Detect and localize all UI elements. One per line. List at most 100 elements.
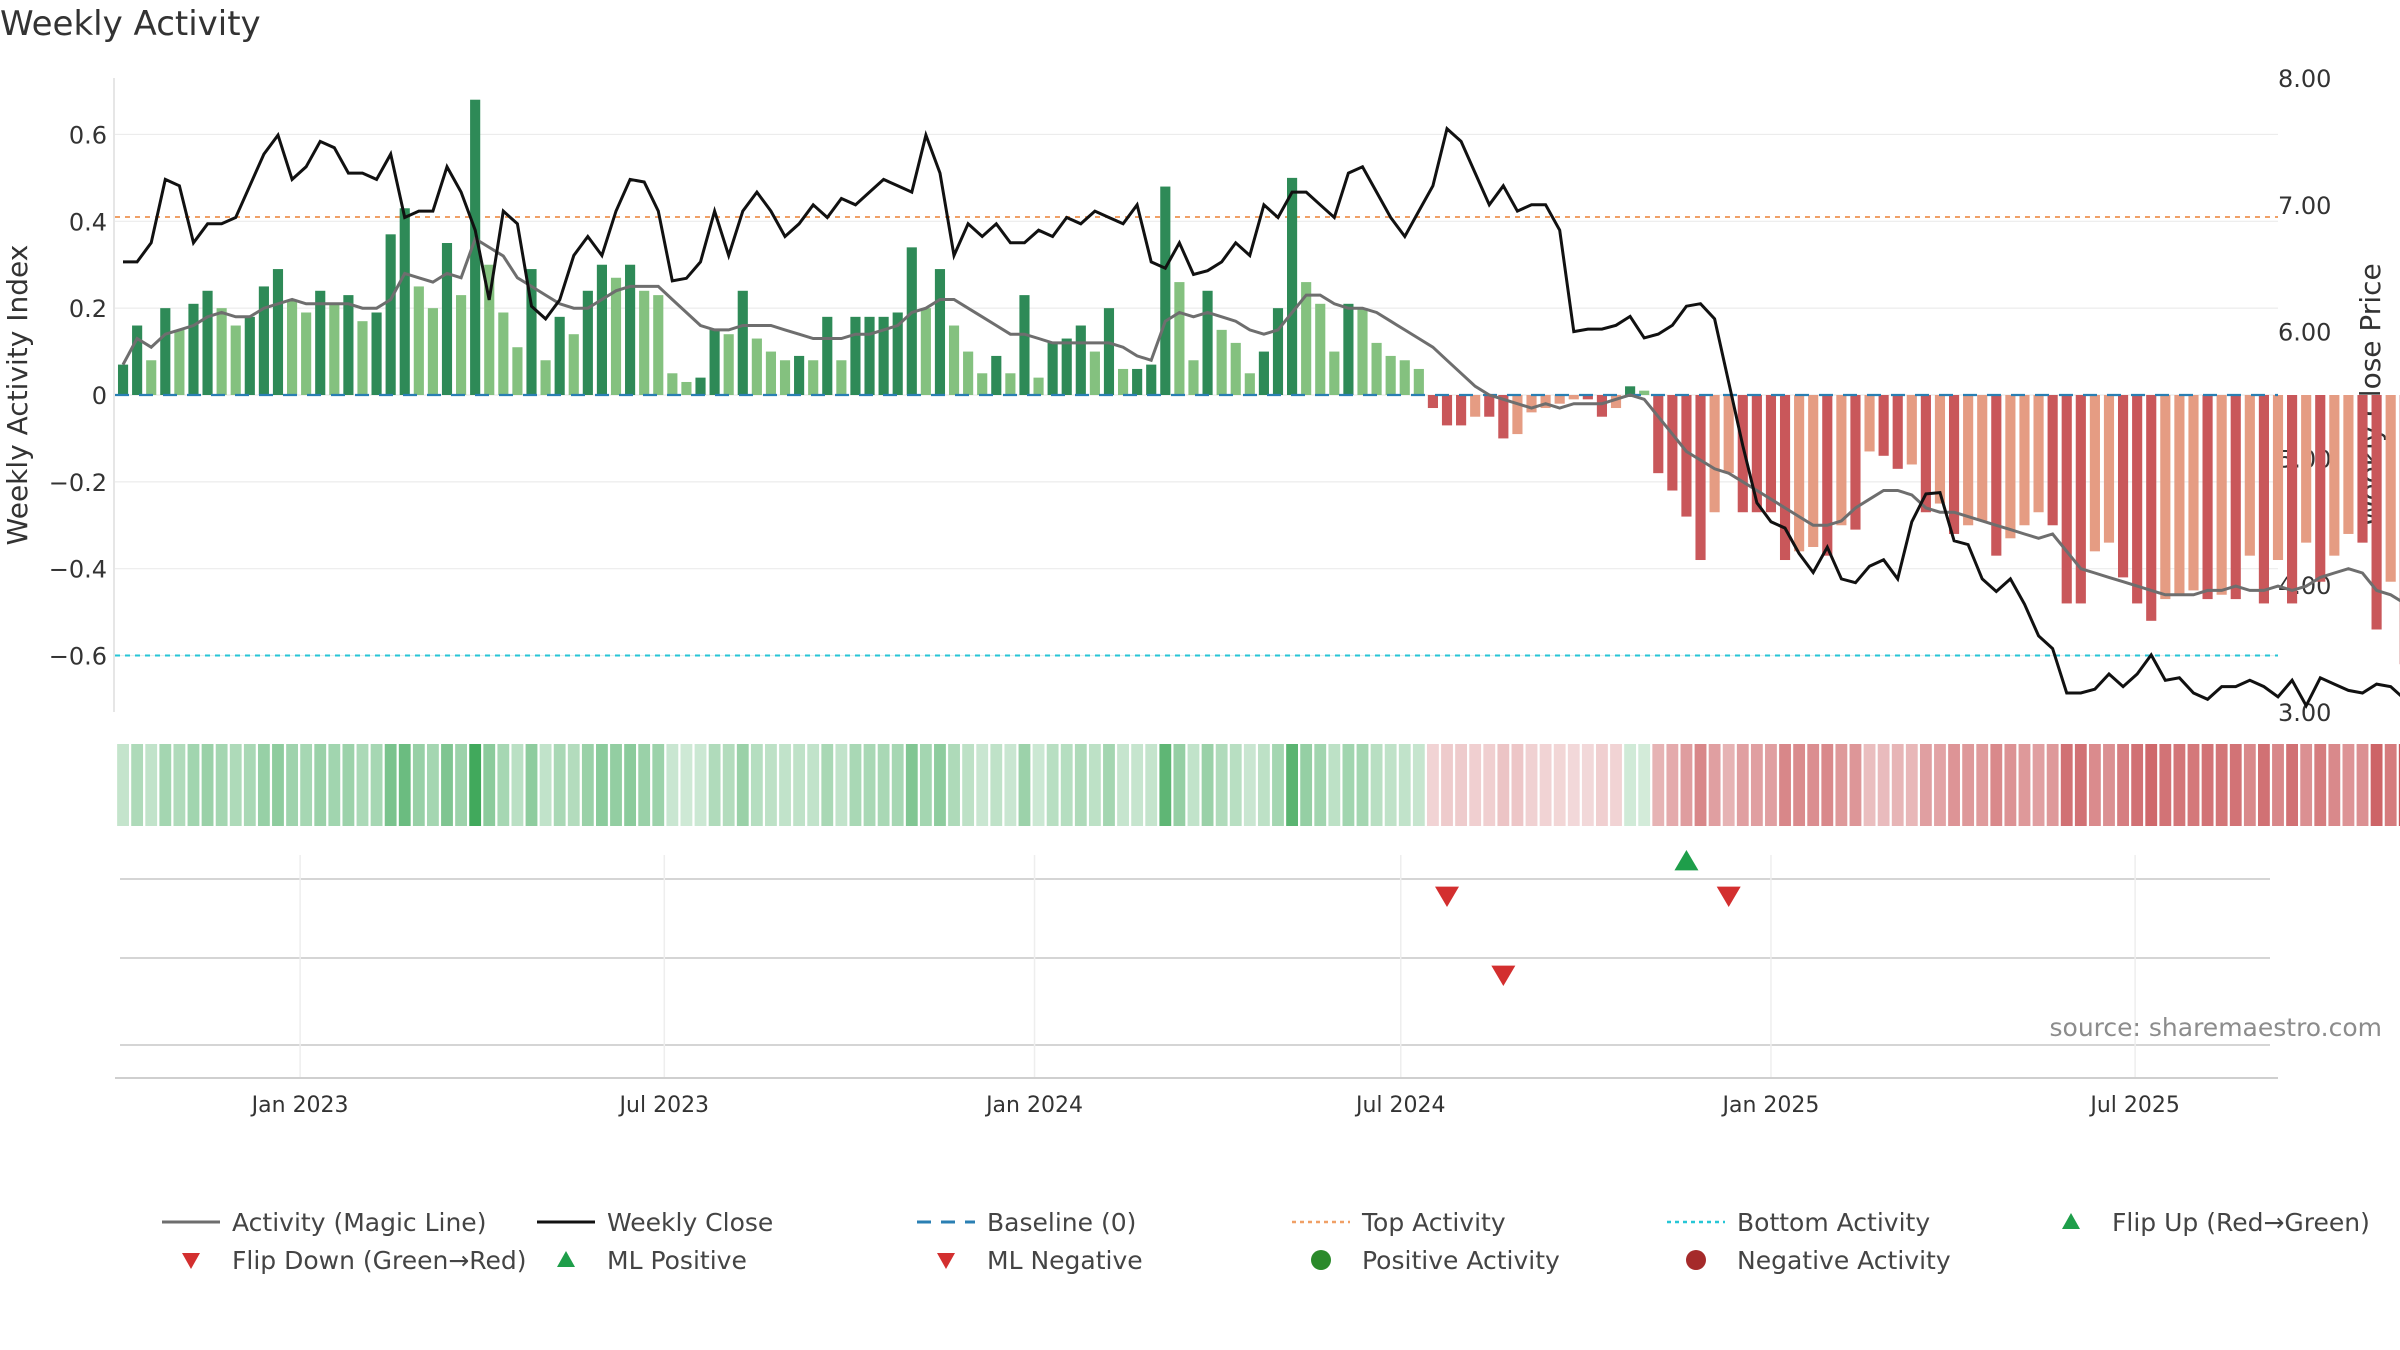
heat-strip-cell [1694, 744, 1707, 826]
heat-strip-cell [553, 744, 566, 826]
activity-bar [456, 295, 467, 395]
activity-bar [582, 290, 593, 395]
heat-strip-cell [1229, 744, 1242, 826]
heat-strip-cell [2272, 744, 2284, 826]
activity-bar [1427, 395, 1438, 409]
heat-strip-cell [370, 744, 383, 826]
activity-bar [1160, 186, 1171, 395]
activity-bar [1287, 177, 1298, 395]
activity-bar [1512, 395, 1523, 435]
activity-bar [2287, 395, 2298, 604]
activity-bar [1258, 351, 1269, 395]
activity-bar [2258, 395, 2269, 604]
heat-strip-cell [1948, 744, 1960, 826]
activity-bar [864, 316, 875, 395]
activity-bar [258, 286, 269, 395]
activity-bar [371, 312, 382, 395]
heat-strip-cell [2328, 744, 2341, 826]
triangle-down-icon [937, 1253, 955, 1269]
activity-bar [1441, 395, 1453, 426]
weekly-activity-chart: 0.60.40.20−0.2−0.4−0.68.007.006.005.004.… [1, 65, 2400, 1118]
activity-bar [977, 373, 988, 395]
legend-label: Bottom Activity [1737, 1207, 1931, 1237]
activity-bar [146, 360, 157, 395]
heat-strip-cell [398, 744, 411, 826]
activity-bar [934, 269, 946, 395]
heat-strip-cell [1103, 744, 1115, 826]
y-left-tick-label: 0.6 [69, 121, 107, 149]
heat-strip-cell [1032, 744, 1045, 826]
activity-bar [1301, 282, 1312, 395]
heat-strip-cell [2187, 744, 2200, 826]
activity-bar [174, 329, 185, 395]
heat-strip-cell [1243, 744, 1256, 826]
activity-bar [1723, 395, 1734, 474]
activity-bar [2357, 395, 2368, 543]
flip-down-marker [1435, 886, 1460, 907]
activity-bar [470, 99, 481, 395]
activity-bar [1822, 395, 1833, 556]
heat-strip-cell [1553, 744, 1566, 826]
heat-strip-cell [1877, 744, 1890, 826]
heat-strip-cell [1370, 744, 1383, 826]
legend-item: ML Positive [535, 1242, 747, 1278]
heat-strip-cell [2088, 744, 2101, 826]
activity-bar [202, 290, 213, 395]
activity-bar [1610, 395, 1622, 409]
heat-strip-cell [1455, 744, 1468, 826]
heat-strip-cell [243, 744, 256, 826]
activity-bar [1540, 395, 1551, 409]
weekly-close-series [123, 125, 2400, 709]
activity-bar [2160, 395, 2171, 600]
activity-bar [2103, 395, 2115, 543]
activity-bar [357, 321, 368, 395]
activity-bar [1329, 351, 1340, 395]
activity-bar [1498, 395, 1509, 439]
heat-strip-cell [1187, 744, 1200, 826]
activity-bar [794, 355, 805, 395]
heat-strip-cell [1863, 744, 1876, 826]
activity-bar [1667, 395, 1678, 491]
heat-strip-cell [342, 744, 355, 826]
activity-bar [413, 286, 424, 395]
legend-swatch [917, 1220, 975, 1224]
heat-strip-cell [328, 744, 341, 826]
legend-item: Baseline (0) [915, 1204, 1136, 1240]
heat-strip-cell [2257, 744, 2270, 826]
activity-bar [1920, 395, 1931, 513]
legend-item: Flip Up (Red→Green) [2040, 1204, 2370, 1240]
activity-bar [1385, 355, 1396, 395]
heat-strip-cell [1342, 744, 1355, 826]
activity-bar [2033, 395, 2044, 513]
activity-bar [1906, 395, 1917, 465]
activity-bar [892, 312, 903, 395]
activity-bar [596, 264, 607, 395]
flip-up-marker [1674, 850, 1699, 871]
activity-bar [1653, 395, 1664, 474]
activity-bar [1695, 395, 1706, 561]
activity-bar [1146, 364, 1157, 395]
heat-strip-cell [1412, 744, 1425, 826]
activity-bar [1272, 308, 1284, 395]
heat-strip-cell [1905, 744, 1918, 826]
heat-strip-cell [229, 744, 242, 826]
activity-bar [1639, 390, 1650, 395]
heat-strip-cell [1849, 744, 1862, 826]
activity-bar [1794, 395, 1805, 552]
activity-bar [695, 377, 706, 395]
heat-strip-cell [1131, 744, 1144, 826]
activity-bar [723, 334, 734, 395]
heat-strip-cell [736, 744, 749, 826]
activity-bar [1315, 303, 1326, 395]
activity-bar [1850, 395, 1861, 530]
activity-bar [1075, 325, 1086, 395]
activity-bar [343, 295, 354, 395]
heat-strip-cell [1173, 744, 1186, 826]
heat-strip-cell [976, 744, 989, 826]
activity-bar [1751, 395, 1762, 513]
heat-strip-cell [1708, 744, 1721, 826]
legend-label: Activity (Magic Line) [232, 1207, 487, 1237]
heat-strip-cell [1765, 744, 1777, 826]
heat-strip-cell [201, 744, 214, 826]
